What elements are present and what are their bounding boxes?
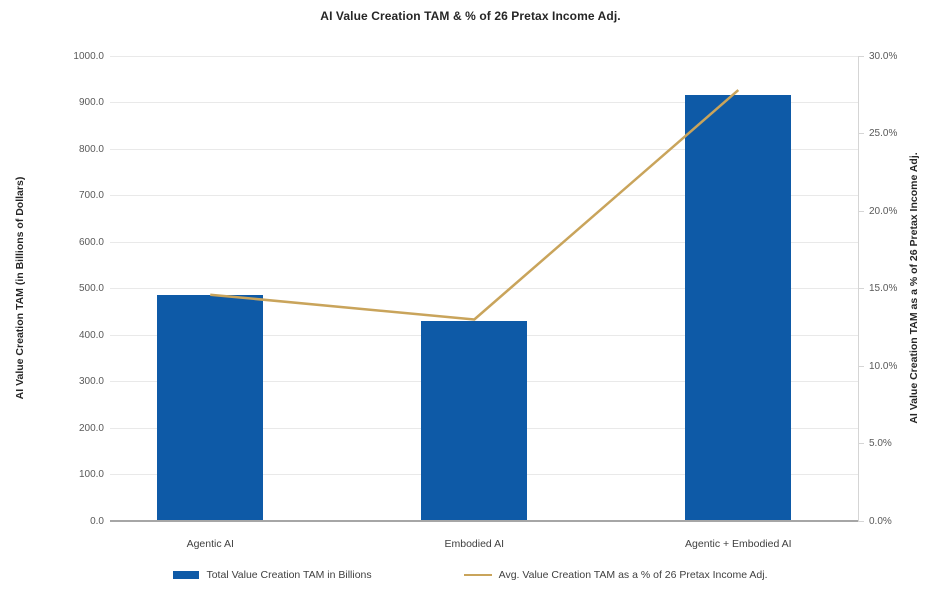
legend-label-bar-series: Total Value Creation TAM in Billions — [206, 569, 372, 581]
bar-embodied-ai — [421, 321, 528, 520]
legend-item-bar-series: Total Value Creation TAM in Billions — [173, 569, 372, 581]
right-axis-tick — [858, 133, 864, 134]
right-axis-tick-label: 10.0% — [869, 360, 898, 372]
right-axis-tick — [858, 288, 864, 289]
bar-agentic-ai — [157, 295, 264, 520]
left-axis-tick-label: 300.0 — [78, 376, 104, 387]
left-axis-tick-label: 700.0 — [78, 190, 104, 201]
left-axis-tick-label: 400.0 — [78, 329, 104, 341]
right-axis-tick — [858, 210, 864, 212]
right-axis-tick — [858, 520, 864, 522]
chart-title: AI Value Creation TAM & % of 26 Pretax I… — [320, 9, 621, 23]
left-axis-tick-label: 1000.0 — [73, 50, 104, 62]
right-axis-title: AI Value Creation TAM as a % of 26 Preta… — [908, 152, 920, 424]
left-axis-tick-label: 200.0 — [78, 422, 104, 434]
right-axis-tick — [858, 365, 864, 367]
left-axis-tick-label: 100.0 — [78, 469, 104, 480]
trend-line — [210, 89, 740, 321]
right-axis-tick-label: 0.0% — [869, 515, 892, 527]
right-axis-tick-label: 5.0% — [869, 438, 892, 449]
category-label: Agentic AI — [186, 538, 234, 550]
left-axis-tick-label: 600.0 — [78, 236, 104, 248]
gridline — [110, 55, 858, 57]
right-axis-tick-label: 15.0% — [869, 283, 898, 294]
left-axis-tick-label: 0.0 — [90, 515, 104, 527]
right-axis-tick-label: 30.0% — [869, 50, 898, 62]
legend: Total Value Creation TAM in Billions Avg… — [0, 569, 941, 581]
line-series-swatch-icon — [463, 574, 492, 576]
right-axis-tick-label: 25.0% — [869, 128, 898, 139]
left-axis-title: AI Value Creation TAM (in Billions of Do… — [14, 176, 26, 400]
bar-agentic-embodied-ai — [685, 94, 792, 520]
category-label: Agentic + Embodied AI — [685, 538, 792, 550]
left-axis-tick-label: 500.0 — [78, 283, 104, 294]
left-axis-tick-label: 800.0 — [78, 143, 104, 155]
left-axis-tick-label: 900.0 — [78, 97, 104, 108]
legend-item-line-series: Avg. Value Creation TAM as a % of 26 Pre… — [463, 569, 768, 581]
right-axis-tick — [858, 55, 864, 57]
x-axis-baseline — [110, 520, 858, 522]
right-axis-tick-label: 20.0% — [869, 205, 898, 217]
legend-label-line-series: Avg. Value Creation TAM as a % of 26 Pre… — [498, 569, 768, 581]
right-axis-tick — [858, 443, 864, 444]
category-label: Embodied AI — [444, 538, 505, 550]
bar-series-swatch-icon — [173, 571, 200, 579]
